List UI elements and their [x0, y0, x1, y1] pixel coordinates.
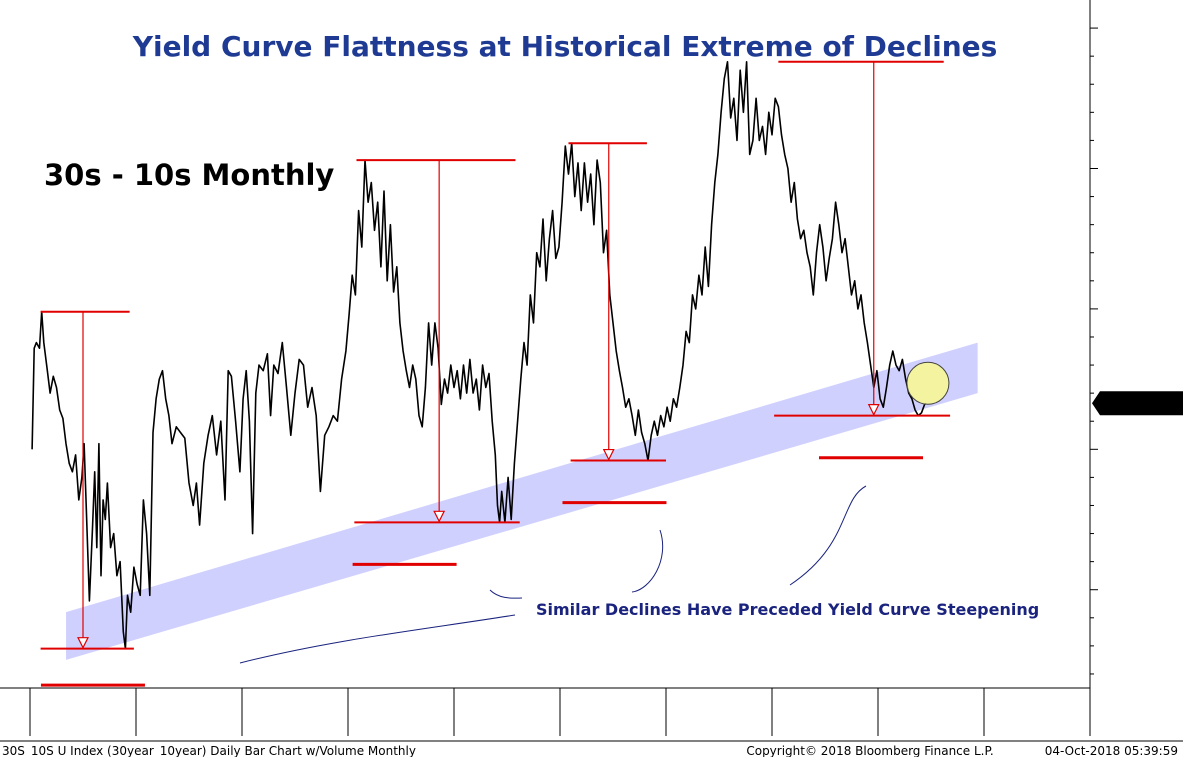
footer-right: 04-Oct-2018 05:39:59 [1045, 744, 1178, 757]
decline-arrow-head [77, 637, 89, 650]
note-similar-declines: Similar Declines Have Preceded Yield Cur… [536, 600, 1039, 619]
decline-arrow-head [433, 510, 446, 523]
decline-arrow-head [602, 448, 615, 461]
footer-center: Copyright© 2018 Bloomberg Finance L.P. [746, 744, 993, 757]
series-line-30s-10s [31, 61, 927, 650]
decline-arrow-head [867, 404, 880, 416]
footer-left: 30S_10S U Index (30year_10year) Daily Ba… [2, 744, 416, 757]
chart-title: Yield Curve Flattness at Historical Extr… [132, 30, 998, 63]
trend-band-layer [66, 342, 978, 660]
note-connector-curve [489, 589, 523, 599]
note-connector-curve [239, 614, 516, 664]
trend-band [66, 342, 978, 660]
last-value-tag [1092, 391, 1183, 416]
axis-labels [1092, 391, 1183, 416]
decline-annotations [40, 60, 951, 687]
chart-subtitle: 30s - 10s Monthly [44, 158, 334, 192]
current-value-highlight [906, 361, 950, 405]
note-connector-curve [789, 485, 867, 586]
note-connector-curve [631, 529, 664, 593]
series-layer [31, 61, 950, 650]
